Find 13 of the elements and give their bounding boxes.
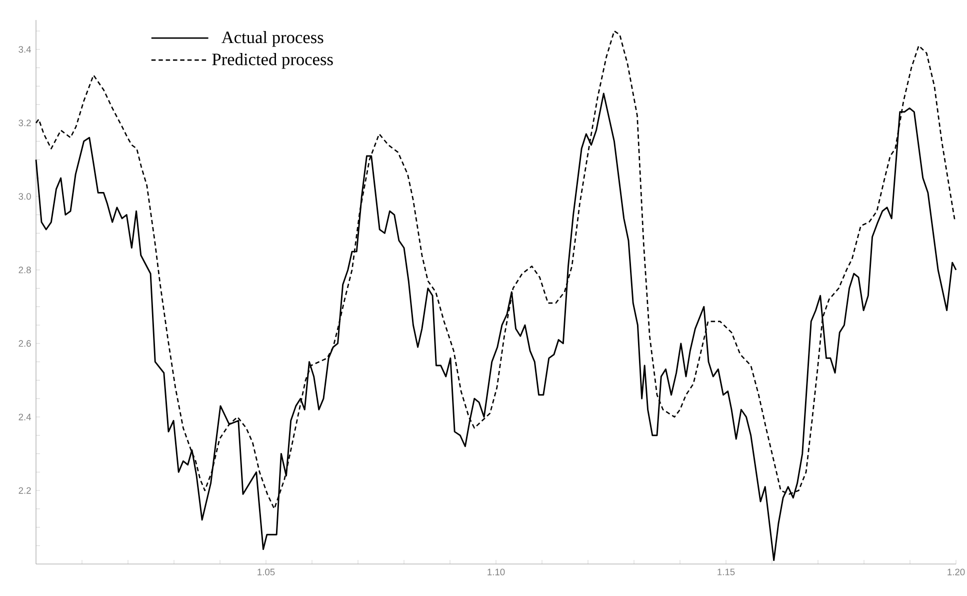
x-tick-label: 1.15 [718,568,735,576]
y-tick-label: 2.4 [18,414,32,420]
x-tick-label: 1.05 [258,568,275,576]
y-tick-label: 3.2 [18,120,31,126]
y-tick-label: 3.4 [18,46,32,53]
x-tick-label: 1.10 [488,568,505,576]
y-tick-label: 2.2 [18,487,31,494]
y-tick-label: 3.0 [18,193,31,200]
legend-label: Actual process [221,31,324,47]
x-tick-label: 1.20 [948,568,965,576]
y-tick-label: 2.8 [18,266,31,274]
legend-label: Predicted process [212,53,333,69]
y-tick-label: 2.6 [18,340,31,347]
